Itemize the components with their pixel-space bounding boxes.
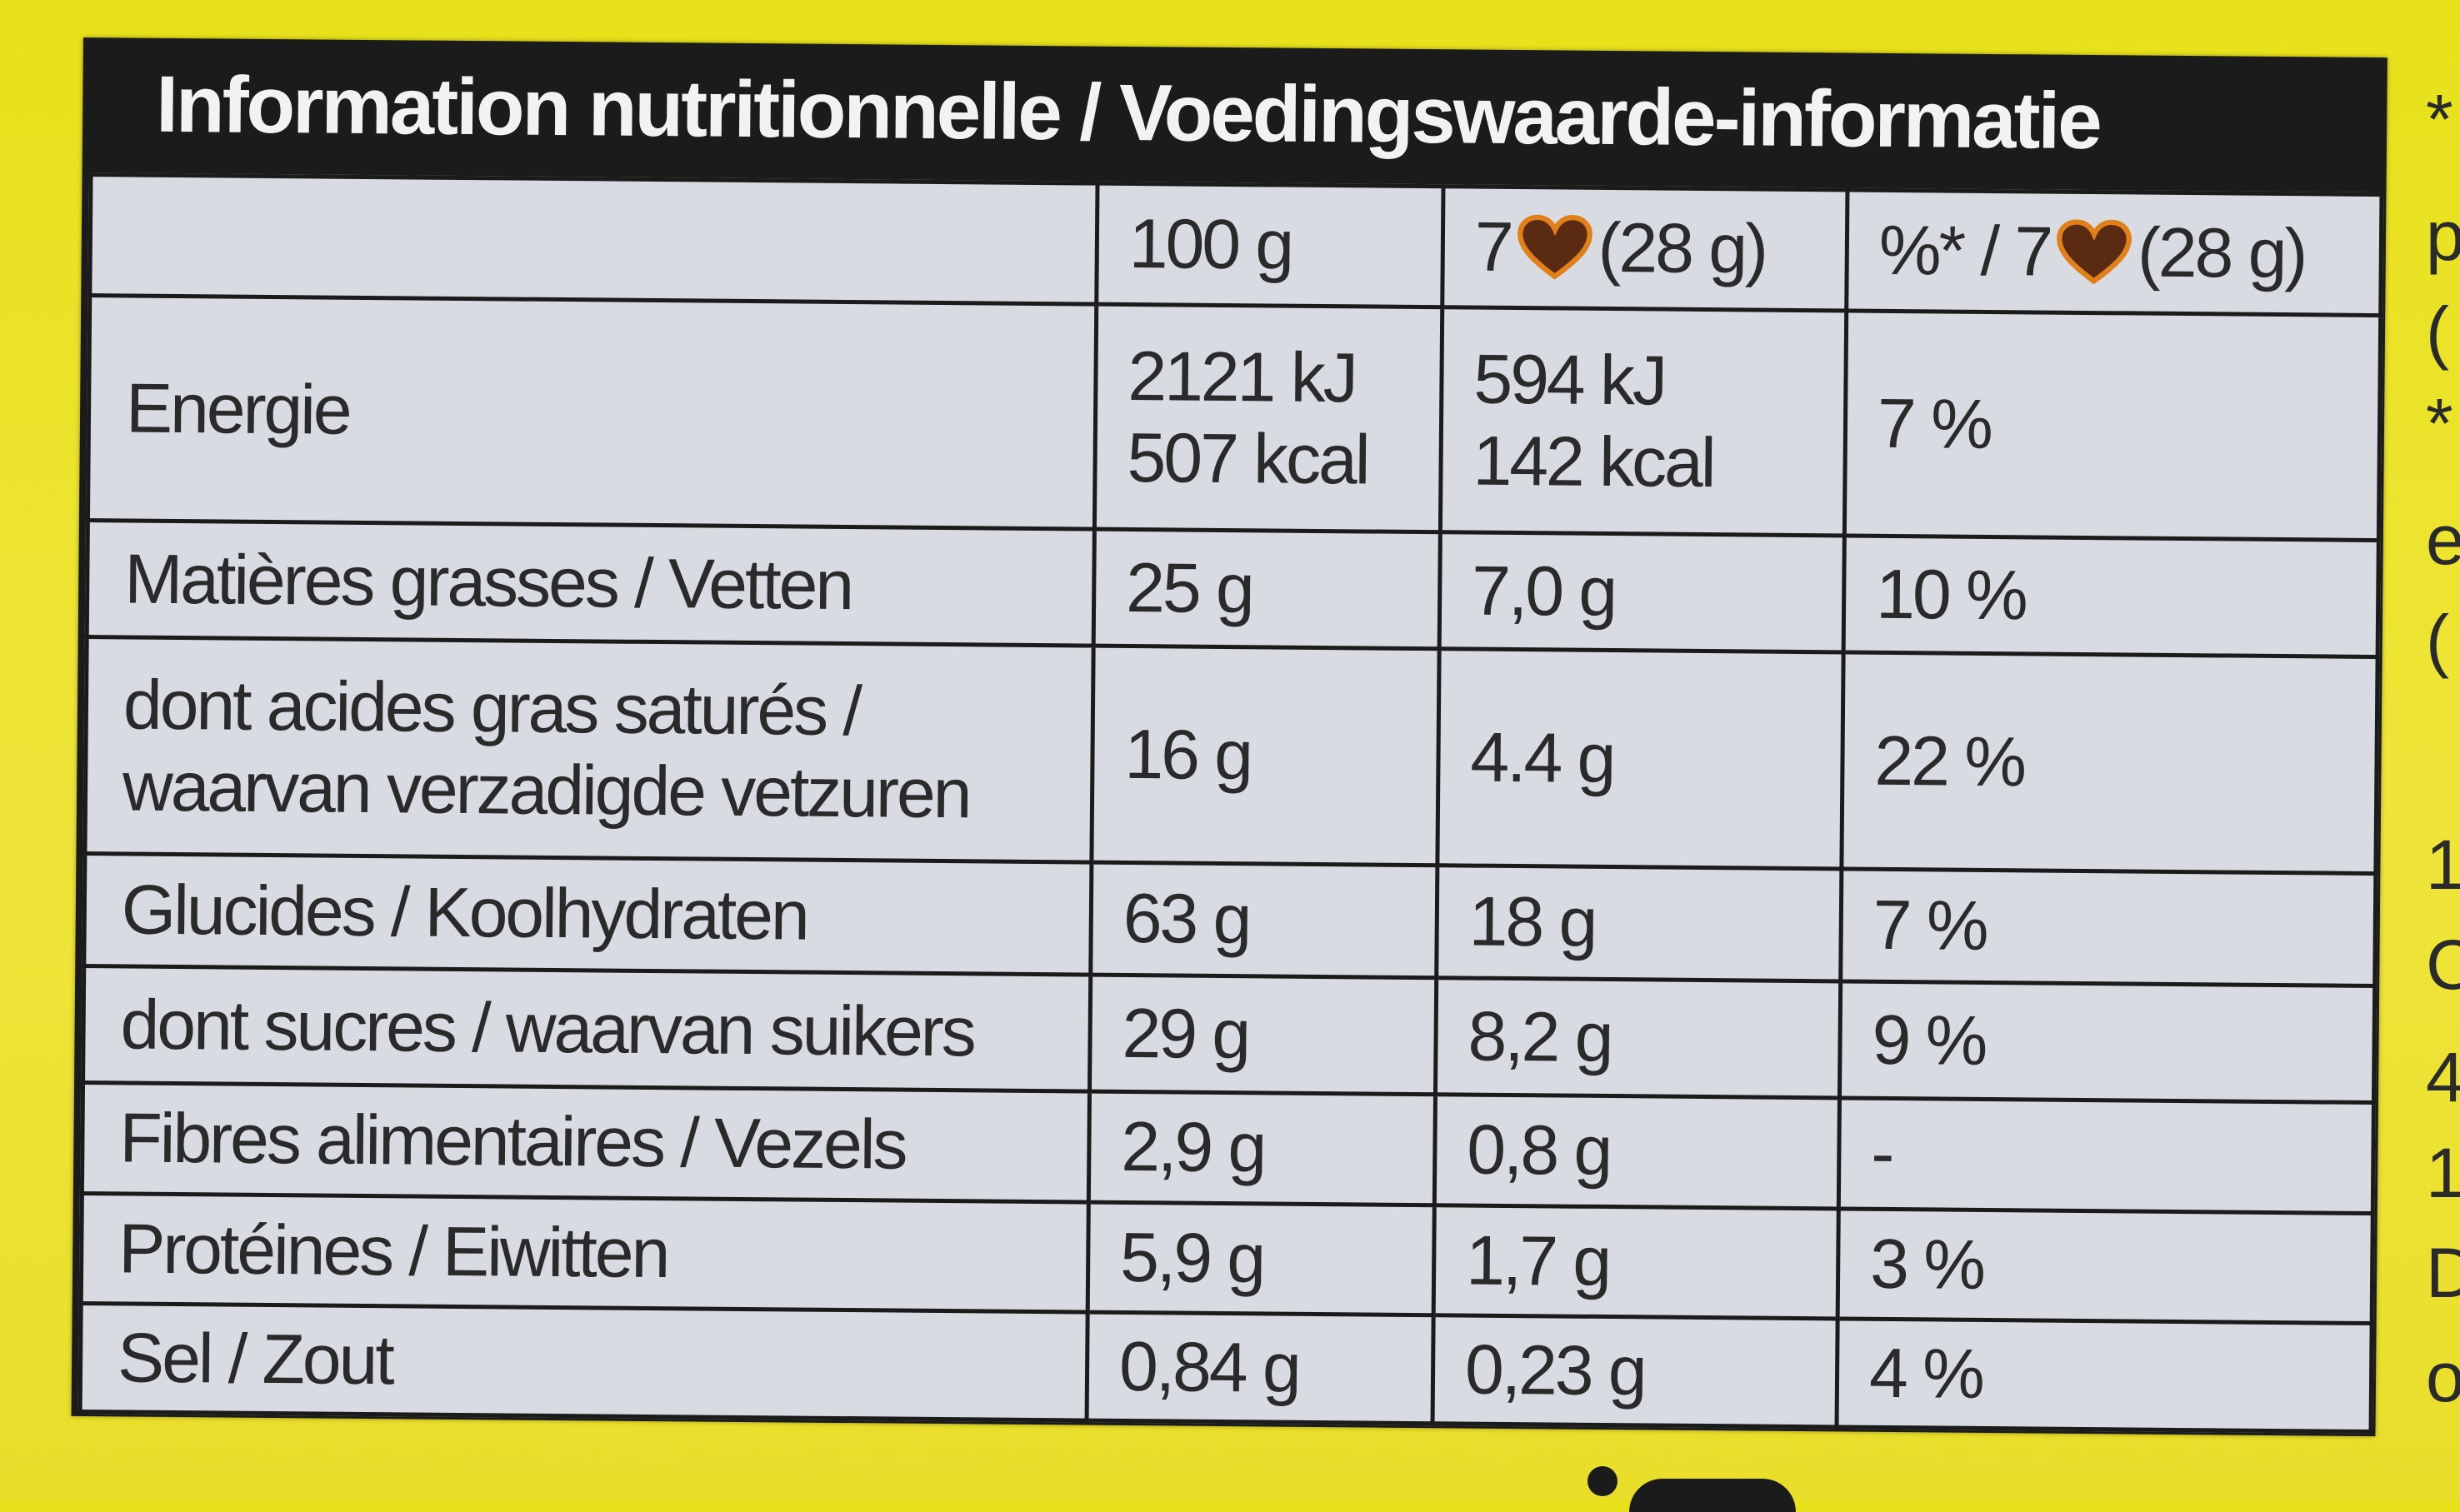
edge-glyph: * [2426, 384, 2453, 462]
row-label: Sel / Zout [80, 1303, 1088, 1421]
edge-glyph: ( [2426, 601, 2449, 679]
row-value-100g: 63 g [1090, 862, 1438, 978]
row-value-portion: 0,8 g [1434, 1094, 1840, 1209]
row-value-portion: 1,7 g [1433, 1205, 1839, 1319]
table-row: Glucides / Koolhydraten 63 g 18 g 7 % [83, 853, 2376, 986]
row-label: Glucides / Koolhydraten [83, 853, 1092, 976]
edge-glyph: o [2426, 1338, 2460, 1416]
header-percent-prefix: %* / 7 [1878, 211, 2052, 291]
row-value-100g: 29 g [1089, 975, 1437, 1095]
row-value-percent: 4 % [1837, 1318, 2372, 1432]
energy-kcal-100g: 507 kcal [1127, 417, 1368, 498]
row-label-line-1: dont acides gras saturés / [122, 665, 861, 751]
row-label: Fibres alimentaires / Vezels [82, 1082, 1090, 1203]
table-row: Energie 2121 kJ 507 kcal 594 kJ 142 kcal… [88, 295, 2381, 541]
nutrition-title: Information nutritionnelle / Voedingswaa… [155, 59, 2101, 167]
header-portion-prefix: 7 [1474, 207, 1512, 287]
row-value-portion: 4.4 g [1437, 648, 1844, 869]
edge-glyph: ( [2426, 292, 2449, 371]
heart-chocolate-icon [1517, 214, 1592, 281]
nutrition-table: 100 g 7 (28 g) %* / 7 (28 g) Energie 2121 … [78, 172, 2384, 1435]
energy-kj-100g: 2121 kJ [1128, 337, 1357, 417]
table-header-row: 100 g 7 (28 g) %* / 7 (28 g) [89, 174, 2382, 316]
table-row: dont acides gras saturés / waarvan verza… [84, 636, 2378, 874]
energy-kcal-portion: 142 kcal [1472, 421, 1714, 502]
row-value-100g: 25 g [1093, 529, 1441, 649]
edge-glyph: 1 [2426, 826, 2460, 904]
energy-kj-portion: 594 kJ [1473, 339, 1666, 420]
heart-chocolate-icon [2057, 219, 2132, 285]
row-value-portion: 7,0 g [1439, 531, 1845, 652]
row-value-percent: - [1838, 1097, 2374, 1214]
header-per-100g: 100 g [1096, 183, 1444, 307]
edge-glyph: e [2426, 501, 2460, 579]
header-per-100g-text: 100 g [1128, 204, 1292, 284]
row-value-100g: 2121 kJ 507 kcal [1094, 304, 1442, 532]
edge-glyph: p [2426, 197, 2460, 275]
row-value-100g: 2,9 g [1088, 1091, 1436, 1205]
packaging-print-dot [1588, 1466, 1618, 1496]
row-value-portion: 18 g [1436, 865, 1842, 981]
row-label: Energie [88, 295, 1097, 530]
row-value-portion: 8,2 g [1435, 977, 1841, 1098]
row-value-100g: 0,84 g [1087, 1312, 1434, 1424]
header-percent: %* / 7 (28 g) [1846, 189, 2382, 316]
edge-glyph: 4 [2426, 1038, 2460, 1116]
table-row: dont sucres / waarvan suikers 29 g 8,2 g… [82, 966, 2375, 1103]
row-value-100g: 16 g [1091, 646, 1440, 866]
table-row: Sel / Zout 0,84 g 0,23 g 4 % [80, 1303, 2372, 1432]
row-value-percent: 7 % [1844, 310, 2381, 541]
header-percent-suffix: (28 g) [2137, 212, 2306, 293]
table-row: Fibres alimentaires / Vezels 2,9 g 0,8 g… [82, 1082, 2374, 1214]
row-value-percent: 7 % [1840, 868, 2376, 986]
row-label: dont sucres / waarvan suikers [82, 966, 1091, 1092]
adjacent-text-fragments: * p ( * e ( 1 C 4 1 D o [2421, 0, 2460, 1500]
row-value-percent: 10 % [1843, 535, 2379, 657]
row-value-portion: 594 kJ 142 kcal [1440, 307, 1847, 536]
row-value-100g: 5,9 g [1088, 1202, 1435, 1315]
table-row: Protéines / Eiwitten 5,9 g 1,7 g 3 % [81, 1193, 2373, 1324]
nutrition-label: Information nutritionnelle / Voedingswaa… [71, 37, 2388, 1437]
row-value-portion: 0,23 g [1432, 1315, 1838, 1427]
edge-glyph: 1 [2426, 1134, 2460, 1212]
row-value-percent: 22 % [1841, 651, 2378, 874]
row-label: Matières grasses / Vetten [87, 520, 1095, 646]
edge-glyph: C [2426, 926, 2460, 1004]
table-row: Matières grasses / Vetten 25 g 7,0 g 10 … [87, 520, 2379, 657]
row-value-percent: 9 % [1839, 981, 2375, 1103]
edge-glyph: * [2426, 80, 2453, 158]
header-per-portion: 7 (28 g) [1442, 186, 1848, 311]
row-label-line-2: waarvan verzadigde vetzuren [122, 746, 970, 832]
row-label: Protéines / Eiwitten [81, 1193, 1089, 1313]
row-label: dont acides gras saturés / waarvan verza… [84, 636, 1094, 863]
header-portion-suffix: (28 g) [1598, 208, 1767, 288]
row-value-percent: 3 % [1838, 1208, 2373, 1324]
header-empty-cell [89, 174, 1098, 305]
packaging-print-shape [1629, 1479, 1796, 1512]
edge-glyph: D [2426, 1234, 2460, 1312]
